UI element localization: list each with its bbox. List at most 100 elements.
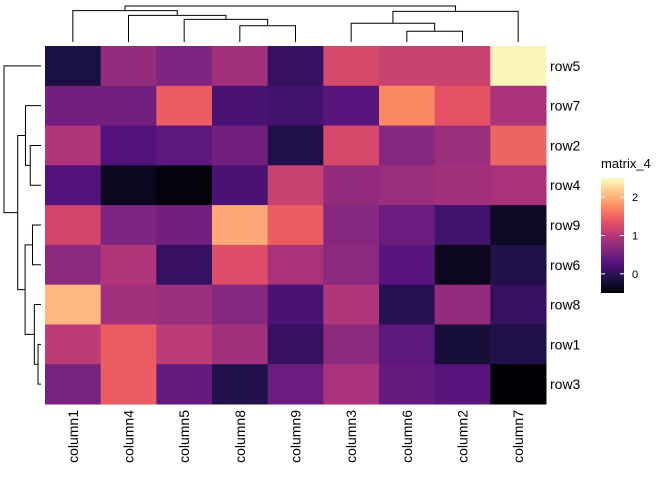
heatmap-cell-row6-column4 [100,244,157,286]
heatmap-cell-row6-column1 [45,244,102,286]
heatmap-cell-row4-column6 [379,165,436,206]
row-dendrogram-branch-1 [37,343,41,385]
heatmap-cell-row1-column8 [212,324,269,365]
heatmap-cell-row3-column4 [100,364,157,405]
heatmap-cell-row3-column8 [212,364,269,405]
heatmap-cell-row8-column2 [434,284,491,325]
row-label-row8: row8 [550,297,581,313]
row-dendrogram-branch-3 [31,224,41,266]
heatmap-cell-row9-column6 [379,205,436,246]
row-dendrogram-branch-8 [3,65,41,214]
heatmap-cell-row4-column9 [267,165,324,206]
color-legend: matrix_4 0 1 2 [601,156,651,293]
heatmap-cell-row9-column7 [490,205,547,246]
heatmap-cell-row2-column5 [156,125,213,166]
column-dendrogram-branch-1 [406,30,463,42]
heatmap-cell-row2-column2 [434,125,491,166]
heatmap-cell-row9-column9 [267,205,324,246]
heatmap-cell-row1-column2 [434,324,491,365]
heatmap-cell-row8-column6 [379,284,436,325]
heatmap-cell-row1-column6 [379,324,436,365]
row-labels: row5 row7 row2 row4 row9 row6 row8 row1 row3 [550,58,581,392]
column-dendrogram-branch-8 [124,5,457,12]
column-label-column5: column5 [176,410,192,463]
heatmap-cell-row4-column1 [45,165,102,206]
heatmap-cell-row8-column1 [45,284,102,325]
heatmap-cell-row6-column5 [156,244,213,286]
heatmap-cell-row8-column7 [490,284,547,325]
heatmap-cell-row3-column2 [434,364,491,405]
legend-color-bar [601,178,624,293]
column-label-column8: column8 [232,410,248,463]
legend-title: matrix_4 [601,156,651,171]
column-dendrogram [72,5,519,42]
column-dendrogram-branch-2 [350,22,436,42]
legend-tick-label: 0 [632,269,638,281]
heatmap-cell-row5-column5 [156,46,213,87]
heatmap-cell-row2-column3 [323,125,380,166]
heatmap-cell-row3-column9 [267,364,324,405]
heatmap-cell-row9-column3 [323,205,380,246]
heatmap-cell-row3-column6 [379,364,436,405]
heatmap-cell-row5-column4 [100,46,157,87]
row-label-row1: row1 [550,336,581,352]
legend-tick-label: 2 [632,192,638,204]
heatmap-cell-row1-column7 [490,324,547,365]
column-label-column9: column9 [288,410,304,463]
row-label-row2: row2 [550,137,581,153]
heatmap-cell-row7-column7 [490,85,547,127]
heatmap-cell-row2-column7 [490,125,547,166]
column-label-column6: column6 [399,410,415,463]
heatmap-cell-row7-column4 [100,85,157,127]
heatmap-cell-row5-column3 [323,46,380,87]
heatmap-cell-row1-column9 [267,324,324,365]
row-dendrogram-branch-7 [17,135,26,291]
heatmap-cell-row5-column8 [212,46,269,87]
heatmap-cell-row3-column1 [45,364,102,405]
legend-tick-label: 1 [632,231,638,243]
column-labels: column1 column4 column5 column8 column9 colum… [65,410,526,463]
heatmap-cell-row8-column8 [212,284,269,325]
heatmap-cell-row6-column2 [434,244,491,286]
heatmap-cell-row7-column3 [323,85,380,127]
heatmap-cell-row7-column9 [267,85,324,127]
heatmap-cell-row4-column5 [156,165,213,206]
heatmap-cell-row9-column2 [434,205,491,246]
column-dendrogram-branch-5 [183,18,269,42]
heatmap-cell-row1-column5 [156,324,213,365]
heatmap-cell-row4-column2 [434,165,491,206]
column-dendrogram-branch-3 [392,10,519,42]
heatmap-cell-row5-column7 [490,46,547,87]
heatmap-cell-row4-column4 [100,165,157,206]
heatmap-cell-row6-column9 [267,244,324,286]
row-label-row5: row5 [550,58,581,74]
heatmap-cell-row2-column4 [100,125,157,166]
heatmap-cells [45,46,547,405]
heatmap-cell-row6-column3 [323,244,380,286]
heatmap-cell-row9-column1 [45,205,102,246]
column-dendrogram-branch-4 [239,25,296,42]
row-label-row7: row7 [550,98,581,114]
heatmap-cell-row6-column8 [212,244,269,286]
heatmap-cell-row9-column5 [156,205,213,246]
row-dendrogram-branch-6 [24,105,41,166]
heatmap-cell-row8-column5 [156,284,213,325]
heatmap-cell-row8-column4 [100,284,157,325]
column-label-column7: column7 [510,410,526,463]
column-label-column4: column4 [121,410,137,463]
heatmap-cell-row5-column6 [379,46,436,87]
row-label-row3: row3 [550,376,581,392]
heatmap-cell-row1-column4 [100,324,157,365]
heatmap-cell-row2-column1 [45,125,102,166]
heatmap-cell-row7-column5 [156,85,213,127]
heatmap-cell-row2-column8 [212,125,269,166]
heatmap-cell-row8-column9 [267,284,324,325]
heatmap-cell-row3-column3 [323,364,380,405]
row-dendrogram-branch-5 [29,144,41,186]
heatmap-cell-row7-column2 [434,85,491,127]
column-label-column3: column3 [343,410,359,463]
row-dendrogram [3,65,41,385]
heatmap-cell-row4-column7 [490,165,547,206]
heatmap-cell-row3-column5 [156,364,213,405]
